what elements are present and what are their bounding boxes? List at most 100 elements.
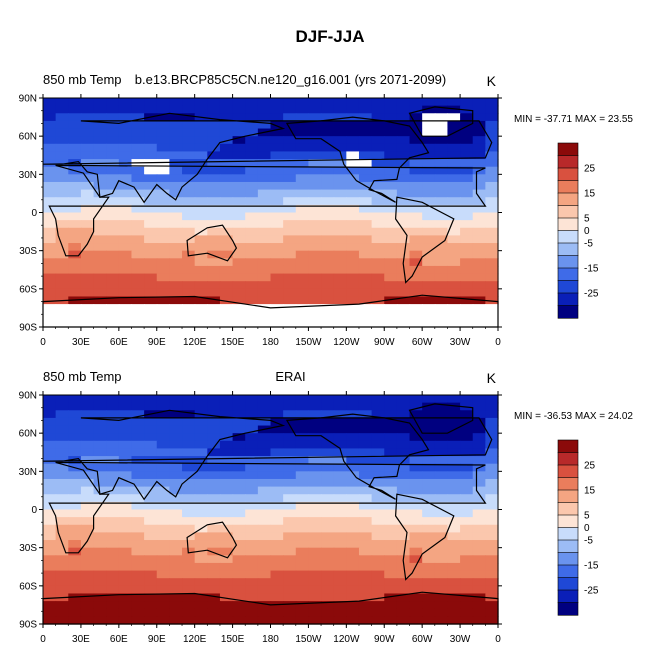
heatmap-cell [384,243,398,252]
heatmap-cell [106,440,120,450]
heatmap-cell [182,258,196,267]
heatmap-cell [384,204,398,214]
heatmap-cell [333,486,347,495]
heatmap-cell [485,273,499,282]
heatmap-cell [131,425,145,434]
heatmap-cell [358,319,373,328]
heatmap-cell [194,128,208,137]
heatmap-cell [295,562,310,572]
heatmap-cell [384,494,398,503]
heatmap-cell [194,181,208,191]
heatmap-cell [232,204,246,214]
heatmap-cell [55,440,69,450]
heatmap-cell [422,296,436,305]
heatmap-cell [219,540,234,549]
heatmap-cell [308,585,322,595]
heatmap-cell [384,532,398,541]
heatmap-cell [472,478,486,488]
heatmap-cell [447,98,461,107]
heatmap-cell [384,105,398,114]
colorbar-box [557,280,579,294]
colorbar-box [557,577,579,591]
heatmap-cell [472,304,486,313]
heatmap-cell [308,143,322,153]
heatmap-cell [207,311,221,320]
heatmap-cell [295,243,310,252]
heatmap-cell [434,227,449,236]
heatmap-cell [308,417,322,427]
heatmap-cell [80,616,95,625]
heatmap-cell [245,281,259,290]
heatmap-cell [358,601,373,610]
heatmap-cell [232,151,246,160]
coastlines [42,106,499,328]
heatmap-cell [422,204,436,214]
heatmap-cell [43,204,57,214]
heatmap-cell [396,463,411,472]
heatmap-cell [295,227,310,236]
heatmap-cell [472,98,486,107]
heatmap-cell [447,220,461,229]
heatmap-cell [270,151,284,160]
heatmap-cell [131,395,145,404]
heatmap-cell [118,532,133,541]
heatmap-cell [232,425,246,434]
heatmap-cell [422,159,436,168]
heatmap-cell [409,143,423,153]
heatmap-cell [270,585,284,595]
heatmap-cell [55,281,69,290]
heatmap-cell [308,189,322,198]
heatmap-cell [460,501,474,511]
heatmap-cell [80,509,95,518]
heatmap-cell [434,319,449,328]
heatmap-cell [434,273,449,282]
heatmap-cell [371,273,385,282]
heatmap-cell [460,616,474,625]
heatmap-cell [283,220,297,229]
heatmap-cell [182,562,196,572]
heatmap-cell [55,433,69,442]
heatmap-cell [245,555,259,564]
heatmap-cell [472,410,486,419]
heatmap-cell [106,120,120,130]
heatmap-cell [472,319,486,328]
heatmap-cell [333,616,347,625]
heatmap-cell [295,425,310,434]
heatmap-cell [245,197,259,206]
heatmap-cell [384,562,398,572]
heatmap-cell [434,601,449,610]
heatmap-cell [232,463,246,472]
heatmap-cell [358,288,373,298]
heatmap-cell [131,243,145,252]
heatmap-cell [207,120,221,130]
heatmap-cell [106,395,120,404]
heatmap-cell [245,181,259,191]
heatmap-cell [68,174,82,183]
heatmap-cell [131,319,145,328]
heatmap-cell [447,478,461,488]
heatmap-cell [308,395,322,404]
heatmap-cell [93,128,107,137]
heatmap-cell [169,433,183,442]
heatmap-cell [371,532,385,541]
heatmap-cell [131,601,145,610]
heatmap-cell [409,235,423,244]
heatmap-cell [308,425,322,434]
heatmap-cell [308,509,322,518]
heatmap-cell [422,540,436,549]
heatmap-cell [68,120,82,130]
heatmap-cell [384,417,398,427]
heatmap-cell [194,288,208,298]
heatmap-cell [308,517,322,526]
heatmap-cell [485,562,499,572]
heatmap-cell [308,410,322,419]
heatmap-cell [131,174,145,183]
heatmap-cell [68,128,82,137]
heatmap-cell [371,151,385,160]
heatmap-cell [207,143,221,153]
heatmap-cell [460,136,474,145]
heatmap-cell [43,532,57,541]
heatmap-cell [422,143,436,153]
heatmap-cell [257,136,272,145]
heatmap-cell [434,555,449,564]
